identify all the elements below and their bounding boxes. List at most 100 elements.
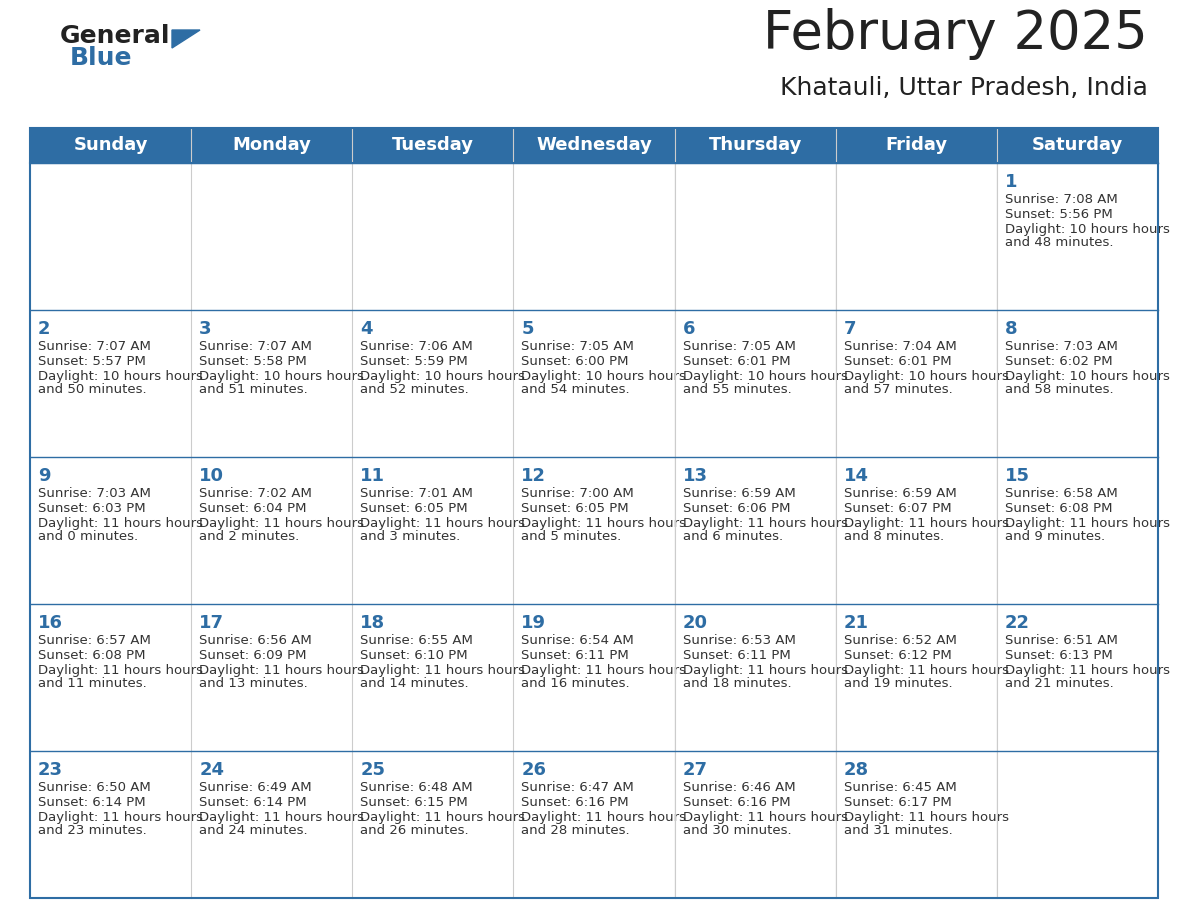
Text: 24: 24: [200, 761, 225, 779]
Text: 12: 12: [522, 467, 546, 485]
Bar: [514, 604, 674, 751]
Text: Daylight: 11 hours hours: Daylight: 11 hours hours: [38, 811, 203, 824]
Text: Daylight: 10 hours hours: Daylight: 10 hours hours: [683, 370, 847, 383]
Text: 4: 4: [360, 320, 373, 338]
Text: Sunrise: 6:54 AM: Sunrise: 6:54 AM: [522, 634, 634, 647]
Text: Sunset: 6:14 PM: Sunset: 6:14 PM: [38, 796, 146, 809]
Text: Daylight: 10 hours hours: Daylight: 10 hours hours: [522, 370, 687, 383]
Text: Sunrise: 6:45 AM: Sunrise: 6:45 AM: [843, 781, 956, 794]
Text: Daylight: 11 hours hours: Daylight: 11 hours hours: [200, 811, 365, 824]
Text: Sunrise: 6:58 AM: Sunrise: 6:58 AM: [1005, 487, 1118, 500]
Bar: [675, 457, 835, 603]
Text: Sunrise: 7:08 AM: Sunrise: 7:08 AM: [1005, 193, 1118, 206]
Text: Wednesday: Wednesday: [536, 137, 652, 154]
Text: Sunrise: 7:07 AM: Sunrise: 7:07 AM: [38, 340, 151, 353]
Text: General: General: [61, 24, 171, 48]
Bar: [998, 163, 1157, 309]
Text: Friday: Friday: [885, 137, 947, 154]
Text: Sunrise: 7:01 AM: Sunrise: 7:01 AM: [360, 487, 473, 500]
Bar: [675, 604, 835, 751]
Text: and 19 minutes.: and 19 minutes.: [843, 677, 953, 690]
Text: Daylight: 11 hours hours: Daylight: 11 hours hours: [843, 517, 1009, 530]
Text: Sunset: 6:16 PM: Sunset: 6:16 PM: [522, 796, 630, 809]
Text: and 23 minutes.: and 23 minutes.: [38, 824, 147, 837]
Bar: [30, 604, 1158, 751]
Text: Daylight: 11 hours hours: Daylight: 11 hours hours: [360, 811, 525, 824]
Text: Sunset: 6:14 PM: Sunset: 6:14 PM: [200, 796, 307, 809]
Text: Sunrise: 6:53 AM: Sunrise: 6:53 AM: [683, 634, 796, 647]
Text: Sunrise: 6:49 AM: Sunrise: 6:49 AM: [200, 781, 311, 794]
Text: Sunrise: 7:05 AM: Sunrise: 7:05 AM: [683, 340, 796, 353]
Bar: [514, 163, 674, 309]
Text: 3: 3: [200, 320, 211, 338]
Bar: [514, 752, 674, 898]
Text: 25: 25: [360, 761, 385, 779]
Text: Daylight: 11 hours hours: Daylight: 11 hours hours: [683, 811, 847, 824]
Text: Sunrise: 6:57 AM: Sunrise: 6:57 AM: [38, 634, 151, 647]
Text: and 8 minutes.: and 8 minutes.: [843, 530, 943, 543]
Text: Sunrise: 7:05 AM: Sunrise: 7:05 AM: [522, 340, 634, 353]
Text: and 2 minutes.: and 2 minutes.: [200, 530, 299, 543]
Bar: [836, 604, 997, 751]
Polygon shape: [172, 30, 200, 48]
Text: 19: 19: [522, 614, 546, 632]
Text: and 26 minutes.: and 26 minutes.: [360, 824, 469, 837]
Text: Blue: Blue: [70, 46, 133, 70]
Bar: [836, 457, 997, 603]
Text: and 14 minutes.: and 14 minutes.: [360, 677, 469, 690]
Text: 5: 5: [522, 320, 533, 338]
Bar: [31, 604, 190, 751]
Bar: [30, 457, 1158, 604]
Text: 7: 7: [843, 320, 857, 338]
Bar: [30, 310, 1158, 457]
Bar: [514, 310, 674, 456]
Bar: [353, 310, 513, 456]
Text: Daylight: 11 hours hours: Daylight: 11 hours hours: [843, 664, 1009, 677]
Bar: [998, 310, 1157, 456]
Text: 10: 10: [200, 467, 225, 485]
Bar: [31, 163, 190, 309]
Bar: [191, 604, 352, 751]
Text: Sunrise: 7:00 AM: Sunrise: 7:00 AM: [522, 487, 634, 500]
Bar: [31, 310, 190, 456]
Text: and 16 minutes.: and 16 minutes.: [522, 677, 630, 690]
Text: Daylight: 11 hours hours: Daylight: 11 hours hours: [522, 811, 687, 824]
Text: 15: 15: [1005, 467, 1030, 485]
Text: Daylight: 10 hours hours: Daylight: 10 hours hours: [843, 370, 1009, 383]
Text: Sunset: 6:00 PM: Sunset: 6:00 PM: [522, 355, 628, 368]
Text: Sunset: 6:03 PM: Sunset: 6:03 PM: [38, 502, 146, 515]
Text: and 51 minutes.: and 51 minutes.: [200, 383, 308, 396]
Text: Sunset: 6:11 PM: Sunset: 6:11 PM: [683, 649, 790, 662]
Text: Daylight: 10 hours hours: Daylight: 10 hours hours: [1005, 223, 1170, 236]
Bar: [353, 752, 513, 898]
Text: and 54 minutes.: and 54 minutes.: [522, 383, 630, 396]
Text: 11: 11: [360, 467, 385, 485]
Bar: [675, 752, 835, 898]
Text: Sunset: 6:16 PM: Sunset: 6:16 PM: [683, 796, 790, 809]
Text: Sunrise: 7:07 AM: Sunrise: 7:07 AM: [200, 340, 312, 353]
Text: Sunrise: 6:59 AM: Sunrise: 6:59 AM: [683, 487, 795, 500]
Text: and 31 minutes.: and 31 minutes.: [843, 824, 953, 837]
Text: and 21 minutes.: and 21 minutes.: [1005, 677, 1113, 690]
Bar: [998, 604, 1157, 751]
Text: 21: 21: [843, 614, 868, 632]
Text: and 9 minutes.: and 9 minutes.: [1005, 530, 1105, 543]
Bar: [353, 604, 513, 751]
Text: Sunset: 5:59 PM: Sunset: 5:59 PM: [360, 355, 468, 368]
Bar: [675, 163, 835, 309]
Text: Sunset: 5:58 PM: Sunset: 5:58 PM: [200, 355, 307, 368]
Text: and 6 minutes.: and 6 minutes.: [683, 530, 783, 543]
Text: Sunday: Sunday: [74, 137, 147, 154]
Text: Daylight: 11 hours hours: Daylight: 11 hours hours: [1005, 664, 1170, 677]
Text: Sunrise: 6:52 AM: Sunrise: 6:52 AM: [843, 634, 956, 647]
Text: and 58 minutes.: and 58 minutes.: [1005, 383, 1113, 396]
Text: Daylight: 11 hours hours: Daylight: 11 hours hours: [683, 517, 847, 530]
Text: Daylight: 10 hours hours: Daylight: 10 hours hours: [360, 370, 525, 383]
Text: 8: 8: [1005, 320, 1017, 338]
Text: Sunrise: 6:56 AM: Sunrise: 6:56 AM: [200, 634, 312, 647]
Text: Daylight: 11 hours hours: Daylight: 11 hours hours: [360, 664, 525, 677]
Text: Sunrise: 6:51 AM: Sunrise: 6:51 AM: [1005, 634, 1118, 647]
Text: Sunrise: 6:48 AM: Sunrise: 6:48 AM: [360, 781, 473, 794]
Text: and 28 minutes.: and 28 minutes.: [522, 824, 630, 837]
Text: 22: 22: [1005, 614, 1030, 632]
